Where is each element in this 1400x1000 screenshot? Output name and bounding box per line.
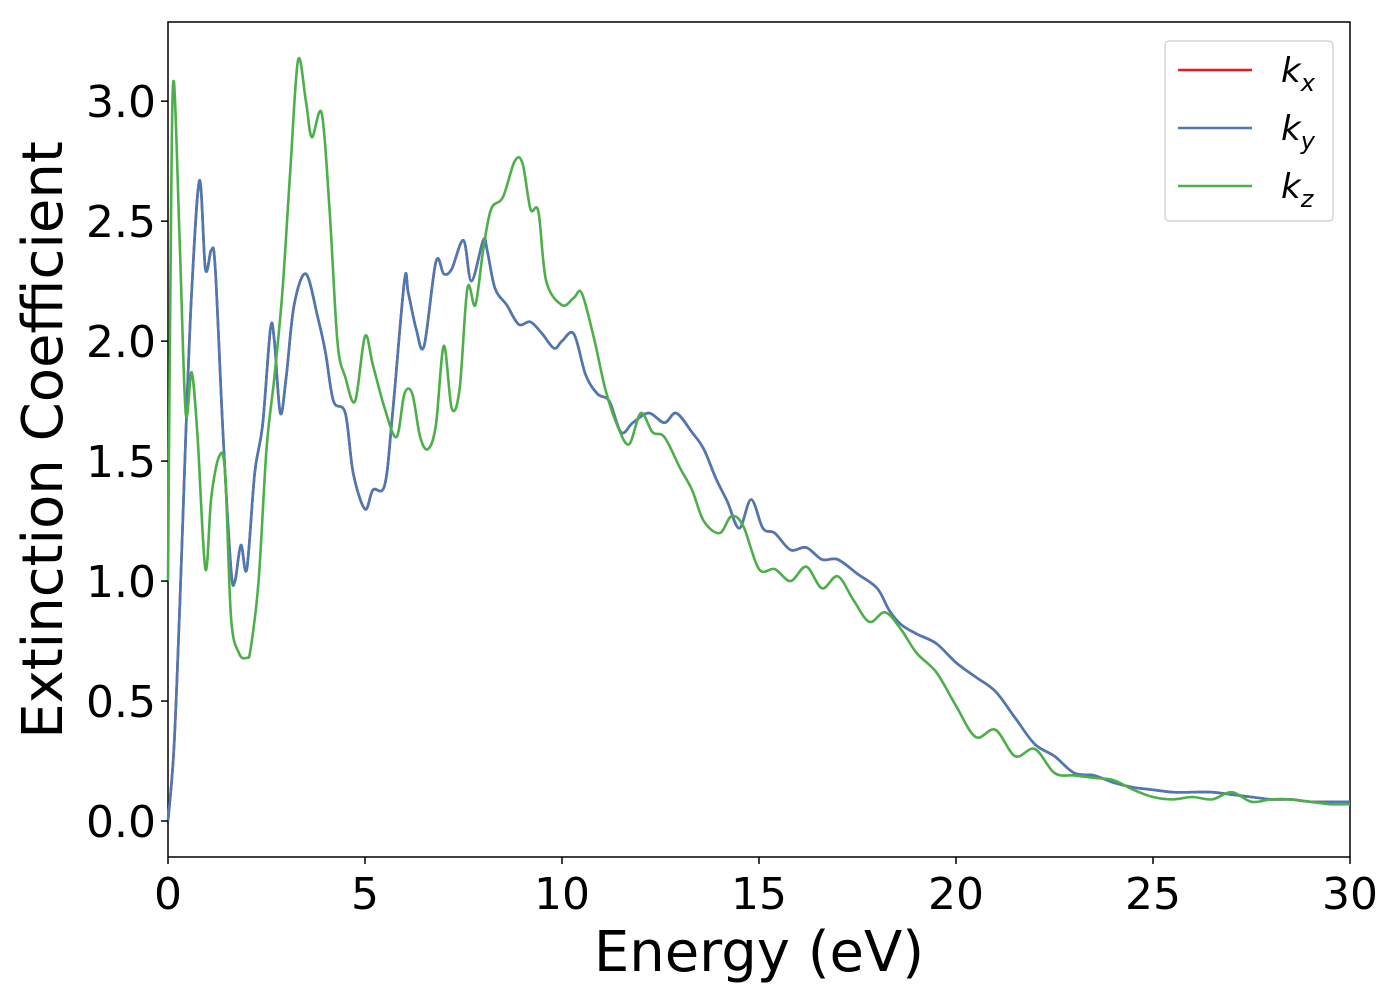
y-tick-label: 0.5 (86, 677, 156, 728)
series-line-x (166, 179, 1350, 822)
y-axis-ticks: 0.0 0.5 1.0 1.5 2.0 2.5 3.0 (86, 77, 168, 848)
y-tick-label: 3.0 (86, 77, 156, 128)
x-tick-label: 15 (731, 869, 787, 920)
y-tick-label: 1.0 (86, 557, 156, 608)
y-tick-label: 2.0 (86, 317, 156, 368)
legend: kx ky kz (1164, 40, 1334, 222)
legend-label-x: kx (1281, 51, 1316, 97)
x-axis-title: Energy (eV) (594, 920, 924, 985)
x-tick-label: 0 (154, 869, 182, 920)
x-tick-label: 5 (351, 869, 379, 920)
y-tick-label: 1.5 (86, 437, 156, 488)
x-tick-label: 25 (1125, 869, 1181, 920)
legend-label-y: ky (1281, 109, 1316, 155)
series-layer (166, 56, 1351, 822)
y-axis-title: Extinction Coefficient (11, 141, 76, 739)
y-tick-label: 2.5 (86, 197, 156, 248)
x-tick-label: 20 (928, 869, 984, 920)
legend-entries: kx ky kz (1178, 51, 1316, 213)
x-axis-ticks: 0 5 10 15 20 25 30 (154, 857, 1378, 920)
series-line-z (166, 56, 1351, 806)
legend-label-z: kz (1281, 167, 1315, 213)
legend-box (1164, 40, 1334, 222)
y-tick-label: 0.0 (86, 797, 156, 848)
series-line-y (166, 179, 1350, 822)
x-tick-label: 10 (534, 869, 590, 920)
x-tick-label: 30 (1322, 869, 1378, 920)
